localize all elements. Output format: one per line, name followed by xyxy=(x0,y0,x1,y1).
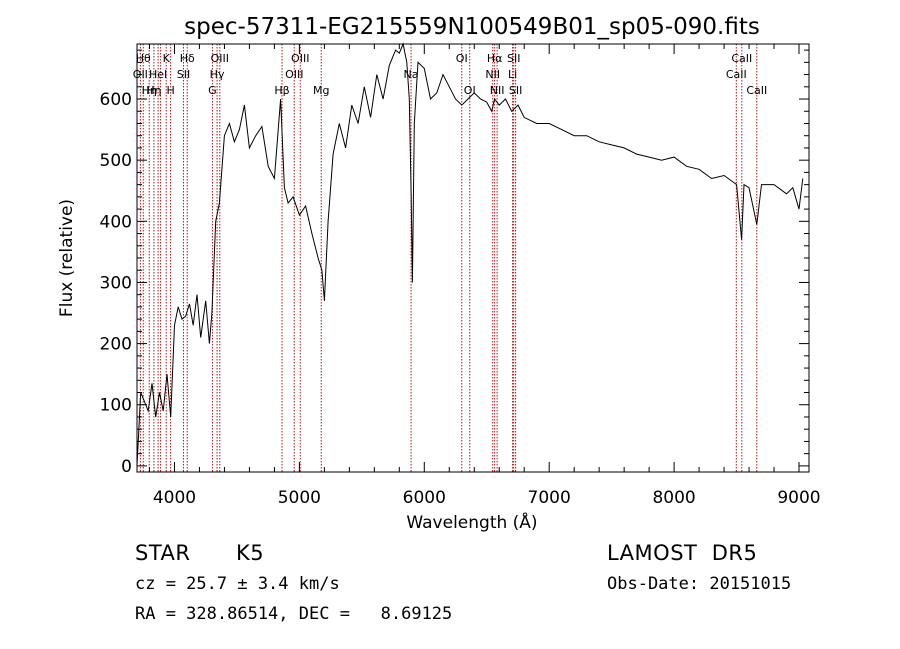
subclass: K5 xyxy=(236,541,265,565)
spectral-line-labels: OIIHθHηHηHeIKHSIIHδGHγOIIIHβOIIIOIIIMgNa… xyxy=(133,52,767,97)
y-tick-label: 200 xyxy=(100,335,132,355)
x-tick-label: 6000 xyxy=(403,488,446,508)
line-label: OIII xyxy=(291,52,309,65)
y-axis-ticks: 0 100 200 300 400 500 600 xyxy=(100,49,809,477)
y-tick-label: 0 xyxy=(121,457,132,477)
line-label: OIII xyxy=(211,52,229,65)
line-label: OI xyxy=(456,52,468,65)
line-label: Hθ xyxy=(136,52,151,65)
spectral-line-markers xyxy=(139,44,758,472)
line-label: CaII xyxy=(726,68,747,81)
plot-frame xyxy=(136,43,810,473)
line-label: Mg xyxy=(313,84,329,97)
x-tick-label: 4000 xyxy=(153,488,196,508)
line-label: Hη xyxy=(142,84,157,97)
line-label: SII xyxy=(509,84,522,97)
line-label: H xyxy=(166,84,174,97)
line-label: Hη xyxy=(146,84,161,97)
line-label: NII xyxy=(490,84,505,97)
x-tick-label: 9000 xyxy=(777,488,820,508)
line-label: Hγ xyxy=(210,68,225,81)
line-label: Li xyxy=(508,68,517,81)
spectrum-chart: spec-57311-EG215559N100549B01_sp05-090.f… xyxy=(57,14,821,533)
y-tick-label: 600 xyxy=(100,90,132,110)
y-tick-label: 300 xyxy=(100,273,132,293)
line-label: OIII xyxy=(285,68,303,81)
line-label: Hδ xyxy=(180,52,195,65)
x-axis-ticks: 4000 5000 6000 7000 8000 9000 xyxy=(148,44,821,508)
x-axis-label: Wavelength (Å) xyxy=(406,511,537,533)
line-label: Na xyxy=(404,68,419,81)
survey-name: LAMOST DR5 xyxy=(607,541,758,565)
spectrum-line xyxy=(136,42,804,466)
line-label: Hα xyxy=(487,52,503,65)
line-label: K xyxy=(163,52,171,65)
line-label: CaII xyxy=(746,84,767,97)
line-label: OI xyxy=(464,84,476,97)
y-tick-label: 400 xyxy=(100,212,132,232)
y-axis-label: Flux (relative) xyxy=(57,199,77,317)
y-tick-label: 100 xyxy=(100,396,132,416)
x-tick-label: 8000 xyxy=(652,488,695,508)
line-label: Hβ xyxy=(274,84,289,97)
x-tick-label: 5000 xyxy=(278,488,321,508)
ra-dec: RA = 328.86514, DEC = 8.69125 xyxy=(135,604,453,624)
x-tick-label: 7000 xyxy=(528,488,571,508)
y-tick-label: 500 xyxy=(100,151,132,171)
line-label: SII xyxy=(507,52,520,65)
chart-title: spec-57311-EG215559N100549B01_sp05-090.f… xyxy=(184,14,760,40)
line-label: NII xyxy=(485,68,500,81)
object-class: STAR xyxy=(135,541,191,565)
cz-value: cz = 25.7 ± 3.4 km/s xyxy=(135,574,340,594)
line-label: G xyxy=(208,84,217,97)
line-label: HeI xyxy=(149,68,167,81)
line-label: CaII xyxy=(731,52,752,65)
line-label: SII xyxy=(177,68,190,81)
obs-date: Obs-Date: 20151015 xyxy=(607,574,792,594)
